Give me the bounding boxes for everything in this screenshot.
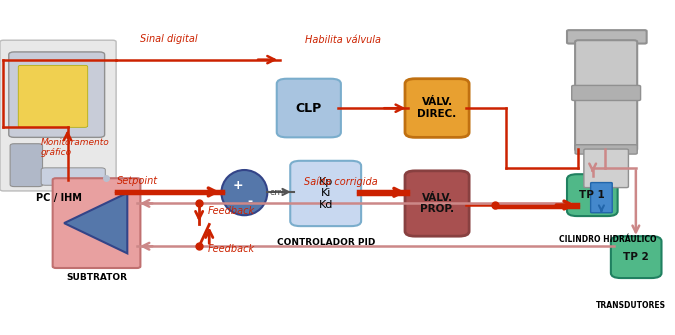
FancyBboxPatch shape <box>591 183 612 213</box>
Text: CLP: CLP <box>296 102 322 115</box>
Ellipse shape <box>221 170 267 215</box>
FancyBboxPatch shape <box>572 85 641 100</box>
FancyBboxPatch shape <box>9 52 105 137</box>
Text: SUBTRATOR: SUBTRATOR <box>66 273 127 281</box>
Text: PC / IHM: PC / IHM <box>36 193 82 203</box>
Text: Setpoint: Setpoint <box>117 176 157 186</box>
Text: Monitoramento
gráfico: Monitoramento gráfico <box>40 138 109 157</box>
FancyBboxPatch shape <box>575 40 637 90</box>
FancyBboxPatch shape <box>10 144 43 187</box>
FancyBboxPatch shape <box>405 171 469 236</box>
Text: VÁLV.
DIREC.: VÁLV. DIREC. <box>417 97 457 119</box>
FancyBboxPatch shape <box>290 161 361 226</box>
FancyBboxPatch shape <box>584 149 628 188</box>
FancyBboxPatch shape <box>567 30 647 44</box>
FancyBboxPatch shape <box>611 236 662 278</box>
Text: Feedback: Feedback <box>208 244 255 254</box>
FancyBboxPatch shape <box>567 174 618 216</box>
Text: -: - <box>247 195 252 207</box>
Text: CILINDRO HIDRÁULICO: CILINDRO HIDRÁULICO <box>559 235 656 244</box>
FancyBboxPatch shape <box>53 178 140 268</box>
Text: TP 1: TP 1 <box>579 190 605 200</box>
Text: VÁLV.
PROP.: VÁLV. PROP. <box>420 193 454 214</box>
Text: Saída corrigida: Saída corrigida <box>304 176 378 187</box>
Text: Kp
Ki
Kd: Kp Ki Kd <box>319 177 333 210</box>
Text: TRANSDUTORES: TRANSDUTORES <box>596 301 666 310</box>
FancyBboxPatch shape <box>405 79 469 137</box>
FancyBboxPatch shape <box>575 95 637 151</box>
Text: +: + <box>232 179 243 192</box>
FancyBboxPatch shape <box>0 40 116 191</box>
Polygon shape <box>64 193 128 253</box>
Text: Habilita válvula: Habilita válvula <box>305 35 381 45</box>
FancyBboxPatch shape <box>41 168 105 185</box>
FancyBboxPatch shape <box>277 79 341 137</box>
Text: TP 2: TP 2 <box>623 252 649 262</box>
Text: CONTROLADOR PID: CONTROLADOR PID <box>277 239 375 247</box>
FancyBboxPatch shape <box>575 145 637 154</box>
Text: Sinal digital: Sinal digital <box>140 34 198 44</box>
Text: erro: erro <box>269 188 287 197</box>
FancyBboxPatch shape <box>18 65 88 127</box>
Text: Feedback: Feedback <box>208 206 255 216</box>
